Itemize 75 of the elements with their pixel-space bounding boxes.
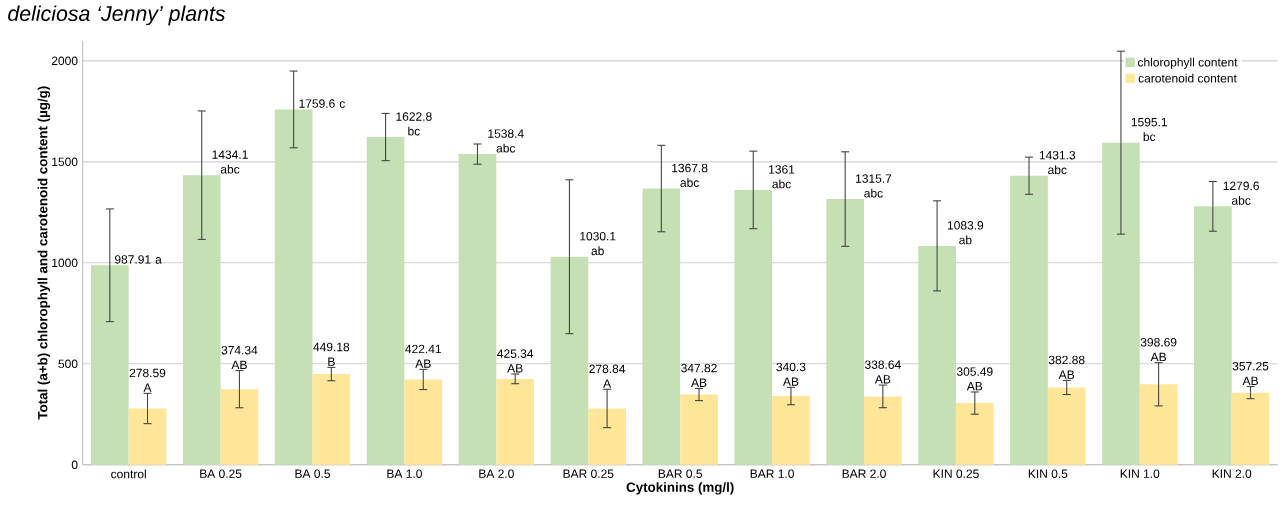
bar [826,199,865,465]
bar [404,379,443,465]
x-tick-label: control [111,469,146,479]
bar [182,175,221,465]
data-label: 1622.8 bc [396,112,432,136]
data-label: 278.84 A [589,364,626,388]
data-label: 422.41 AB [405,344,442,368]
bar [220,389,259,465]
data-label: 1595.1 bc [1131,117,1167,141]
x-tick-label: KIN 0.5 [1028,469,1068,478]
bar [864,396,902,465]
bar [1194,206,1232,465]
y-tick-label: 2000 [51,56,78,66]
data-label: 425.34 AB [497,349,534,373]
bar [90,265,129,465]
x-tick-label: BAR 1.0 [750,469,794,478]
data-label: 1434.1 abc [212,150,248,174]
data-label: 1759.6 c [299,99,345,108]
y-tick-label: 0 [71,460,78,469]
x-tick-label: BAR 0.25 [563,469,614,478]
data-label: 382.88 AB [1048,355,1085,379]
bar [734,189,773,465]
data-label: 1279.6 abc [1223,181,1259,205]
bar [1231,392,1270,465]
data-label: 1315.7 abc [856,174,892,198]
bar [918,245,956,465]
bar [128,408,167,465]
bar [680,394,718,465]
x-tick-label: BAR 2.0 [842,469,886,478]
y-tick-label: 1000 [52,258,78,268]
data-label: 1083.9 ab [947,221,984,245]
bar [496,378,535,465]
data-label: 1367.8 abc [672,163,708,187]
data-label: 1361 abc [769,165,795,189]
y-axis-title: Total (a+b) chlorophyll and carotenoid content (µg/g) [37,86,51,420]
y-tick-label: 1500 [52,157,78,167]
bar [366,136,405,465]
y-tick-label: 500 [58,359,78,368]
data-label: 398.69 AB [1140,337,1177,361]
bar [274,109,313,465]
bar [642,188,681,465]
bar [772,395,810,465]
bar [550,256,589,465]
x-axis-title: Cytokinins (mg/l) [626,482,734,495]
legend-label: carotenoid content [1138,73,1237,83]
bar [1010,175,1048,465]
bar [955,403,994,465]
data-label: 987.91 a [114,255,162,264]
data-label: 449.18 B [313,342,350,366]
x-tick-label: BA 0.25 [200,469,242,478]
bar [1139,384,1178,465]
bar [1102,142,1140,465]
data-label: 278.59 A [129,368,166,392]
x-tick-label: BA 0.5 [295,469,330,478]
bar [312,374,351,465]
bar [1047,387,1086,465]
x-tick-label: KIN 1.0 [1120,469,1160,478]
data-label: 374.34 AB [221,345,258,369]
bar [458,154,497,465]
data-label: 357.25 AB [1232,361,1269,385]
chart-title: deliciosa ‘Jenny’ plants [8,5,226,26]
data-label: 1538.4 abc [488,129,524,153]
x-tick-label: BA 2.0 [479,469,514,478]
x-tick-label: BA 1.0 [387,469,422,478]
data-label: 338.64 AB [864,360,901,384]
x-tick-label: KIN 2.0 [1212,469,1252,478]
data-label: 340.3 AB [776,362,806,386]
data-label: 347.82 AB [681,363,717,387]
data-label: 305.49 AB [956,367,993,391]
bar [588,408,626,465]
x-tick-label: KIN 0.25 [933,469,979,478]
x-tick-label: BAR 0.5 [658,469,703,478]
data-label: 1030.1 ab [580,231,616,256]
legend-label: chlorophyll content [1137,57,1238,69]
data-label: 1431.3 abc [1039,150,1076,175]
